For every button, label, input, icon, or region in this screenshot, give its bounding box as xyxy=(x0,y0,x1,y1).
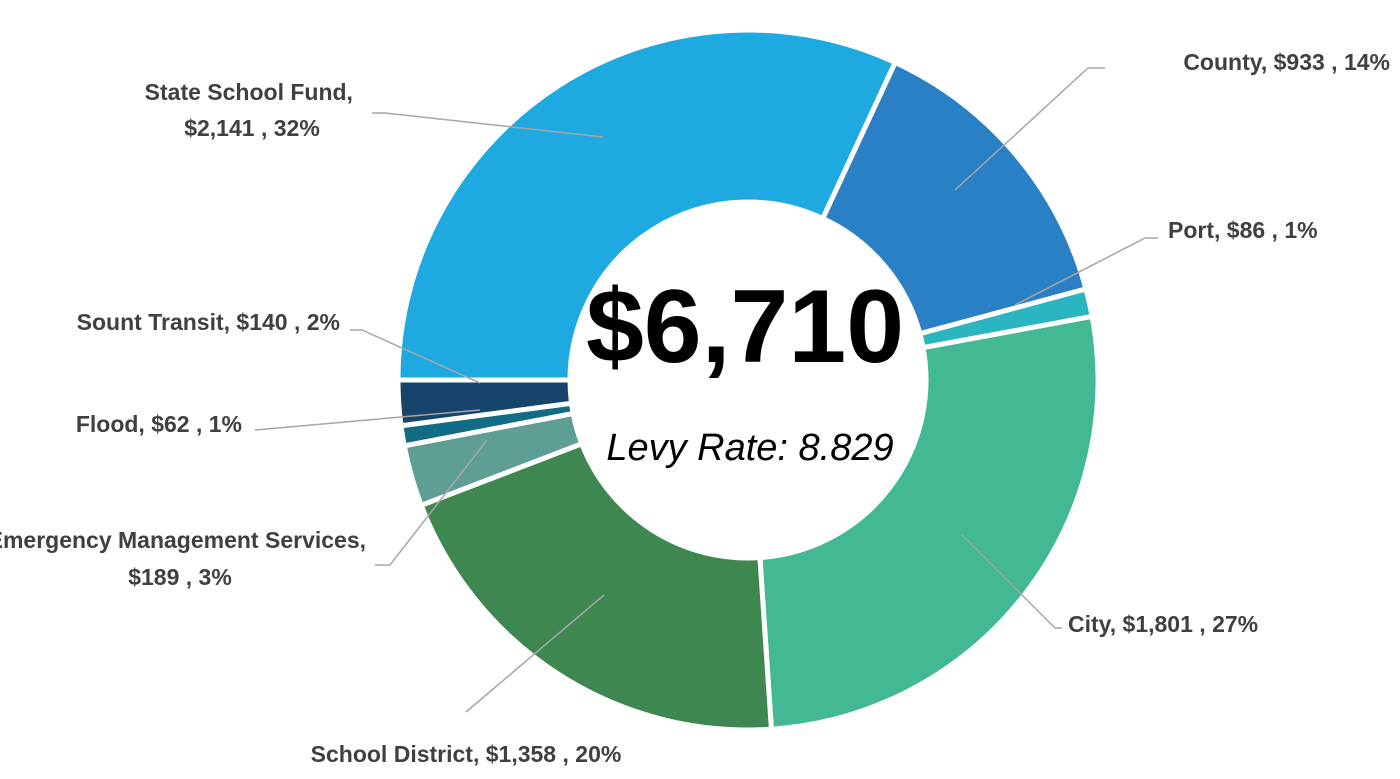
donut xyxy=(254,27,1158,733)
percent-label: 2% xyxy=(307,309,340,335)
slice xyxy=(757,313,1101,732)
percent-label: 1% xyxy=(209,411,242,437)
percent-label: 3% xyxy=(199,564,232,590)
data-label: Flood, $62 , 1% xyxy=(76,411,242,437)
percent-label: 20% xyxy=(575,741,621,767)
category-label: Flood xyxy=(76,411,139,437)
leader-line xyxy=(350,329,481,384)
leader-line xyxy=(375,439,488,566)
value-label: $86 xyxy=(1227,217,1265,243)
category-label: County xyxy=(1183,49,1262,75)
category-label: Emergency Management Services xyxy=(0,527,360,553)
subtitle: Levy Rate: 8.829 xyxy=(606,427,893,469)
percent-label: 14% xyxy=(1344,49,1390,75)
slice xyxy=(417,440,775,733)
value-label: $140 xyxy=(236,309,287,335)
separator: , xyxy=(473,741,486,767)
category-label: Port xyxy=(1168,217,1214,243)
leader-line xyxy=(254,409,481,431)
percent-label: 27% xyxy=(1212,611,1258,637)
data-label: Sount Transit, $140 , 2% xyxy=(77,309,340,335)
leader-line xyxy=(954,67,1105,191)
value-label: $62 xyxy=(151,411,189,437)
separator: , xyxy=(360,527,373,553)
data-label: Emergency Management Services, $189 , 3% xyxy=(0,527,372,590)
separator: , xyxy=(288,309,307,335)
leader-line xyxy=(465,594,605,713)
data-label: State School Fund, $2,141 , 32% xyxy=(145,79,360,141)
separator: , xyxy=(224,309,237,335)
leader-line xyxy=(961,534,1062,629)
value-label: $189 xyxy=(128,564,179,590)
category-label: State School Fund xyxy=(145,79,347,105)
category-label: School District xyxy=(311,741,474,767)
separator: , xyxy=(556,741,575,767)
value-label: $933 xyxy=(1274,49,1325,75)
separator: , xyxy=(190,411,209,437)
percent-label: 32% xyxy=(274,115,320,141)
separator: , xyxy=(1193,611,1212,637)
separator: , xyxy=(1261,49,1274,75)
separator: , xyxy=(1325,49,1344,75)
separator: , xyxy=(347,79,360,105)
separator: , xyxy=(179,564,198,590)
value-label: $1,801 xyxy=(1123,611,1194,637)
data-label: City, $1,801 , 27% xyxy=(1068,611,1258,637)
value-label: $1,358 xyxy=(486,741,557,767)
separator: , xyxy=(1110,611,1123,637)
value-label: $2,141 xyxy=(184,115,255,141)
slice xyxy=(395,27,899,383)
category-label: City xyxy=(1068,611,1112,637)
data-label: County, $933 , 14% xyxy=(1183,49,1390,75)
percent-label: 1% xyxy=(1284,217,1317,243)
separator: , xyxy=(1214,217,1227,243)
separator: , xyxy=(255,115,274,141)
slice xyxy=(395,377,575,429)
leader-line xyxy=(372,112,604,138)
data-label: Port, $86 , 1% xyxy=(1168,217,1318,243)
total: $6,710 xyxy=(586,269,904,385)
separator: , xyxy=(1265,217,1284,243)
slice xyxy=(819,59,1090,337)
data-label: School District, $1,358 , 20% xyxy=(311,741,622,767)
separator: , xyxy=(138,411,151,437)
leader-line xyxy=(1014,237,1158,306)
category-label: Sount Transit xyxy=(77,309,224,335)
